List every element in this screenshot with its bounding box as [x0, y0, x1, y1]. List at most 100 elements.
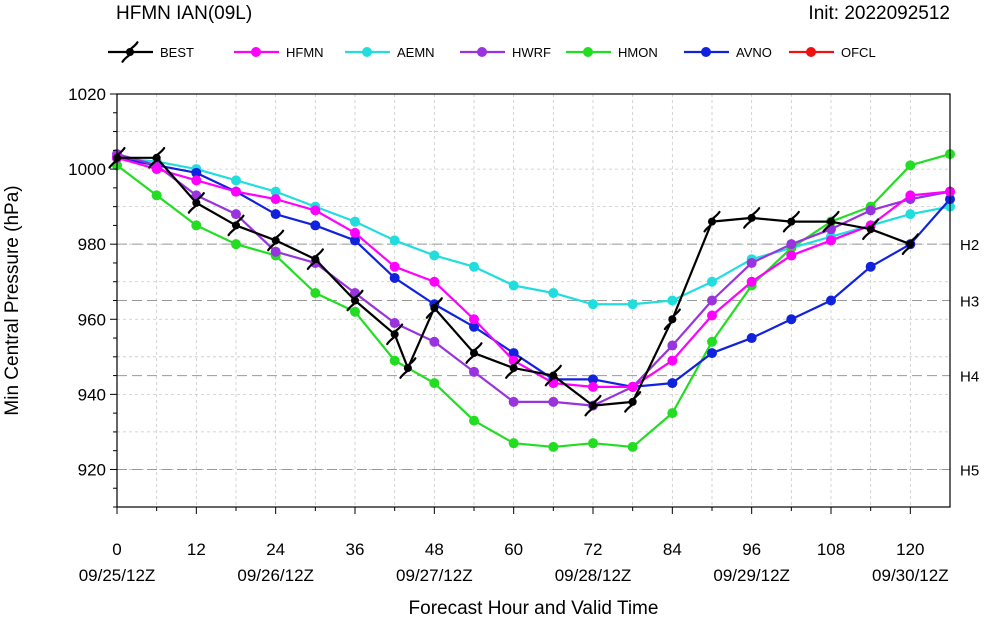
- legend-item-hfmn: HFMN: [234, 45, 324, 60]
- data-point: [588, 374, 598, 385]
- data-point: [350, 216, 360, 227]
- data-point: [231, 175, 241, 186]
- date-tick-label: 09/26/12Z: [237, 566, 314, 585]
- x-tick-label: 96: [742, 540, 761, 559]
- data-point: [667, 340, 678, 351]
- data-point: [270, 194, 281, 205]
- hurricane-marker: [663, 308, 681, 331]
- chart-title: HFMN IAN(09L): [116, 3, 252, 24]
- data-point: [469, 415, 479, 426]
- y-tick-label: 960: [78, 310, 106, 329]
- legend-item-aemn: AEMN: [345, 45, 435, 60]
- data-point: [746, 276, 757, 287]
- x-tick-label: 60: [504, 540, 523, 559]
- data-point: [469, 321, 479, 332]
- hurricane-marker: [505, 357, 523, 379]
- legend: BEST HFMN AEMN HWRF HMON AVNO OFCL: [108, 41, 876, 63]
- hurricane-marker: [584, 394, 602, 417]
- legend-item-avno: AVNO: [684, 45, 772, 60]
- data-point: [865, 261, 876, 272]
- data-point: [151, 190, 162, 201]
- date-tick-label: 09/29/12Z: [713, 566, 790, 585]
- data-point: [389, 318, 400, 329]
- series-line: [116, 156, 951, 388]
- series-layer: [108, 146, 955, 452]
- legend-item-ofcl: OFCL: [789, 45, 876, 60]
- data-point: [707, 295, 717, 306]
- data-point: [588, 438, 598, 449]
- category-label: H5: [960, 462, 979, 479]
- hurricane-marker: [267, 229, 285, 252]
- hurricane-marker: [148, 146, 166, 169]
- data-point: [786, 250, 797, 261]
- data-point: [667, 295, 678, 306]
- legend-label: AEMN: [397, 45, 435, 60]
- hurricane-marker: [822, 210, 840, 233]
- data-point: [627, 299, 638, 310]
- legend-swatch-marker: [806, 47, 816, 57]
- data-point: [707, 336, 717, 347]
- data-point: [508, 396, 519, 407]
- data-point: [707, 348, 717, 359]
- hurricane-marker: [121, 41, 139, 63]
- data-point: [389, 261, 400, 272]
- x-tick-label: 12: [187, 540, 206, 559]
- data-point: [191, 175, 202, 186]
- hurricane-marker: [624, 391, 642, 413]
- data-point: [667, 378, 678, 389]
- y-axis-label: Min Central Pressure (hPa): [2, 185, 23, 415]
- legend-label: HFMN: [286, 45, 324, 60]
- data-point: [667, 408, 678, 419]
- data-point: [350, 235, 360, 246]
- legend-label: AVNO: [736, 45, 772, 60]
- data-point: [707, 310, 717, 321]
- data-point: [429, 250, 440, 261]
- category-label: H2: [960, 237, 979, 254]
- x-tick-label: 72: [584, 540, 603, 559]
- data-point: [508, 438, 519, 449]
- x-tick-label: 120: [896, 540, 924, 559]
- series-best: [108, 146, 919, 417]
- data-point: [627, 381, 638, 392]
- data-point: [826, 295, 836, 306]
- data-point: [350, 306, 360, 317]
- hurricane-marker: [782, 210, 800, 233]
- hurricane-marker: [306, 248, 324, 271]
- data-point: [826, 235, 836, 246]
- category-label: H3: [960, 294, 979, 311]
- date-tick-label: 09/28/12Z: [555, 566, 632, 585]
- y-tick-label: 1020: [68, 85, 106, 104]
- y-tick-label: 980: [78, 235, 106, 254]
- data-point: [350, 227, 360, 238]
- data-point: [746, 257, 757, 268]
- data-point: [548, 287, 559, 298]
- series-line: [117, 156, 911, 407]
- data-point: [270, 186, 281, 197]
- legend-item-hwrf: HWRF: [460, 45, 551, 60]
- date-tick-label: 09/27/12Z: [396, 566, 473, 585]
- legend-item-best: BEST: [108, 41, 194, 63]
- hurricane-marker: [544, 364, 562, 387]
- legend-swatch-marker: [251, 47, 261, 57]
- x-tick-label: 24: [266, 540, 285, 559]
- data-point: [191, 167, 202, 178]
- data-point: [905, 209, 916, 220]
- data-point: [310, 205, 321, 216]
- hurricane-marker: [346, 289, 364, 312]
- data-point: [786, 314, 797, 325]
- data-point: [548, 396, 559, 407]
- legend-label: BEST: [160, 45, 194, 60]
- axis-ticks: 920 940 960 980 1000 1020 0 12 24 36 48 60 72 84 96 108…: [68, 85, 948, 585]
- legend-label: HMON: [618, 45, 658, 60]
- data-point: [231, 209, 241, 220]
- data-point: [429, 378, 440, 389]
- date-tick-label: 09/25/12Z: [79, 566, 156, 585]
- hurricane-marker: [386, 323, 404, 346]
- category-label: H4: [960, 369, 979, 386]
- data-point: [389, 272, 400, 283]
- data-point: [786, 239, 797, 250]
- data-point: [231, 186, 241, 197]
- x-tick-label: 48: [425, 540, 444, 559]
- legend-swatch-marker: [701, 47, 711, 57]
